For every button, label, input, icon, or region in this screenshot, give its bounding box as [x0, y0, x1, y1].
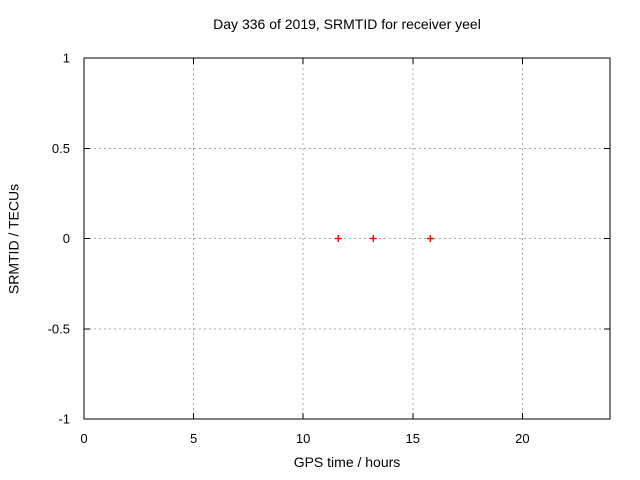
x-tick-label: 10: [296, 431, 310, 446]
y-tick-label: 0.5: [52, 141, 70, 156]
y-tick-label: 1: [63, 51, 70, 66]
chart-title: Day 336 of 2019, SRMTID for receiver yee…: [213, 16, 481, 32]
data-point-marker: [334, 235, 342, 242]
y-tick-label: 0: [63, 231, 70, 246]
x-tick-label: 5: [190, 431, 197, 446]
x-tick-label: 0: [80, 431, 87, 446]
plot-border: [83, 57, 611, 420]
y-tick-label: -0.5: [48, 321, 70, 336]
x-axis-label: GPS time / hours: [293, 454, 401, 470]
x-tick-label: 15: [406, 431, 420, 446]
data-point-marker: [426, 235, 434, 242]
data-point-marker: [369, 235, 377, 242]
y-tick-label: -1: [58, 412, 70, 427]
x-tick-label: 20: [515, 431, 529, 446]
